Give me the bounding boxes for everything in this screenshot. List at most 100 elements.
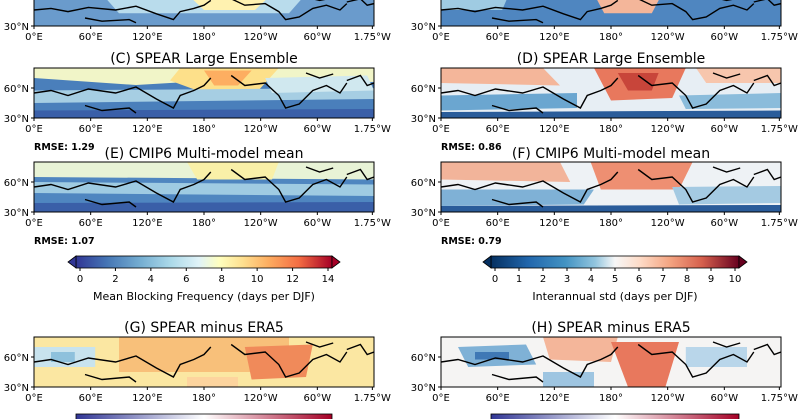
colorbar-diff-partial bbox=[75, 413, 333, 419]
lon-tick-label: 0°E bbox=[25, 124, 43, 135]
panel-title: (F) CMIP6 Multi-model mean bbox=[512, 146, 710, 162]
lon-tick-label: 0°E bbox=[432, 124, 450, 135]
lon-tick-label: 1.75°W bbox=[761, 124, 798, 135]
coastline bbox=[230, 343, 348, 378]
map-field bbox=[34, 68, 374, 118]
rmse-label: RMSE: 1.29 bbox=[34, 142, 95, 153]
coastline bbox=[34, 77, 212, 109]
map-field bbox=[441, 0, 781, 26]
colorbar-tick-label: 0 bbox=[492, 274, 498, 285]
lon-tick-label: 180° bbox=[599, 393, 623, 404]
lon-tick-label: 180° bbox=[599, 32, 623, 43]
map-field bbox=[441, 337, 781, 387]
coastline bbox=[34, 0, 212, 21]
colorbar-tick-label: 3 bbox=[564, 274, 570, 285]
contour-band bbox=[187, 377, 238, 387]
colorbar-gradient bbox=[490, 413, 740, 419]
panel-title: (E) CMIP6 Multi-model mean bbox=[104, 146, 303, 162]
lon-tick-label: 120°E bbox=[132, 32, 162, 43]
lon-tick-label: 60°W bbox=[711, 393, 739, 404]
lon-tick-label: 0°E bbox=[432, 32, 450, 43]
contour-band bbox=[34, 202, 374, 212]
contour-band bbox=[696, 68, 781, 83]
lon-tick-label: 120°E bbox=[539, 124, 569, 135]
lat-tick-label: 60°N bbox=[411, 84, 436, 95]
lon-tick-label: 60°E bbox=[79, 393, 103, 404]
colorbar-diff-partial bbox=[490, 413, 740, 419]
lat-tick-label: 30°N bbox=[411, 208, 436, 219]
coastline bbox=[441, 0, 619, 21]
lon-tick-label: 60°W bbox=[304, 218, 332, 229]
lon-tick-label: 0°E bbox=[25, 32, 43, 43]
lat-tick-label: 30°N bbox=[4, 383, 29, 394]
panel-f: 0°E 60°E 120°E 180° 120°W 60°W 1.75°W 60°N 30°N (… bbox=[411, 146, 798, 247]
rmse-label: RMSE: 1.07 bbox=[34, 236, 95, 247]
panel-e: 0°E 60°E 120°E 180° 120°W 60°W 1.75°W 60°N 30°N (… bbox=[4, 146, 391, 247]
coastline bbox=[639, 0, 755, 21]
lon-tick-label: 120°E bbox=[539, 218, 569, 229]
rmse-label: RMSE: 0.86 bbox=[441, 142, 502, 153]
colorbar-tick-label: 8 bbox=[219, 274, 225, 285]
panel-title: (D) SPEAR Large Ensemble bbox=[517, 51, 706, 67]
panel-c: 0°E 60°E 120°E 180° 120°W 60°W 1.75°W 60°N 30°N (… bbox=[4, 51, 391, 153]
colorbar-gradient bbox=[75, 255, 333, 269]
map-field bbox=[34, 0, 374, 26]
contour-band bbox=[679, 93, 781, 109]
lon-tick-label: 60°W bbox=[304, 32, 332, 43]
lon-tick-label: 1.75°W bbox=[761, 218, 798, 229]
panel-title: (H) SPEAR minus ERA5 bbox=[531, 320, 690, 336]
lon-tick-label: 120°E bbox=[132, 393, 162, 404]
coastline bbox=[230, 168, 348, 203]
colorbar-tick-label: 6 bbox=[183, 274, 189, 285]
colorbar-tick-label: 0 bbox=[77, 274, 83, 285]
colorbar-tick-label: 10 bbox=[251, 274, 264, 285]
lon-tick-label: 60°W bbox=[711, 218, 739, 229]
contour-band bbox=[543, 372, 594, 387]
coastline bbox=[34, 346, 212, 378]
lon-tick-label: 120°W bbox=[651, 32, 685, 43]
lon-tick-label: 60°W bbox=[304, 393, 332, 404]
lon-tick-label: 120°W bbox=[244, 32, 278, 43]
lat-tick-label: 30°N bbox=[4, 114, 29, 125]
lon-tick-label: 0°E bbox=[432, 393, 450, 404]
contour-band bbox=[441, 0, 507, 10]
lon-tick-label: 1.75°W bbox=[354, 393, 391, 404]
lon-tick-label: 1.75°W bbox=[761, 32, 798, 43]
contour-band bbox=[34, 109, 374, 118]
coastline bbox=[753, 0, 781, 6]
contour-band bbox=[475, 352, 509, 360]
coastline bbox=[712, 341, 741, 348]
colorbar-tick-label: 7 bbox=[660, 274, 666, 285]
panel-title: (C) SPEAR Large Ensemble bbox=[110, 51, 298, 67]
lon-tick-label: 60°W bbox=[711, 124, 739, 135]
panel-h: 0°E 60°E 120°E 180° 120°W 60°W 1.75°W 60°N 30°N (… bbox=[411, 320, 798, 404]
lon-tick-label: 180° bbox=[192, 124, 216, 135]
lon-tick-label: 120°E bbox=[132, 218, 162, 229]
lon-tick-label: 180° bbox=[192, 393, 216, 404]
coastline bbox=[346, 343, 374, 356]
coastline bbox=[491, 104, 544, 114]
coastline bbox=[441, 346, 619, 378]
colorbar-std: 0 1 2 3 4 5 6 7 8 9 10 Interannual std (days per DJ… bbox=[482, 255, 748, 303]
colorbar-label: Mean Blocking Frequency (days per DJF) bbox=[93, 290, 315, 303]
lon-tick-label: 0°E bbox=[432, 218, 450, 229]
lon-tick-label: 60°E bbox=[486, 32, 510, 43]
contour-band bbox=[441, 205, 781, 212]
lat-tick-label: 60°N bbox=[411, 353, 436, 364]
panel-d: 0°E 60°E 120°E 180° 120°W 60°W 1.75°W 60°N 30°N (… bbox=[411, 51, 798, 153]
lon-tick-label: 0°E bbox=[25, 393, 43, 404]
coastline bbox=[491, 198, 544, 208]
lon-tick-label: 120°W bbox=[651, 393, 685, 404]
lat-tick-label: 30°N bbox=[4, 22, 29, 33]
coastline bbox=[637, 343, 755, 378]
lat-tick-label: 60°N bbox=[411, 178, 436, 189]
colorbar-tick-label: 2 bbox=[540, 274, 546, 285]
map-field bbox=[34, 162, 374, 212]
coastline bbox=[712, 72, 741, 79]
colorbar-tick-label: 6 bbox=[636, 274, 642, 285]
lon-tick-label: 60°W bbox=[304, 124, 332, 135]
lon-tick-label: 1.75°W bbox=[354, 218, 391, 229]
colorbar-tick-label: 12 bbox=[286, 274, 299, 285]
panel-b: 0°E 60°E 120°E 180° 120°W 60°W 1.75°W 30°N bbox=[411, 0, 798, 43]
lon-tick-label: 60°E bbox=[79, 32, 103, 43]
